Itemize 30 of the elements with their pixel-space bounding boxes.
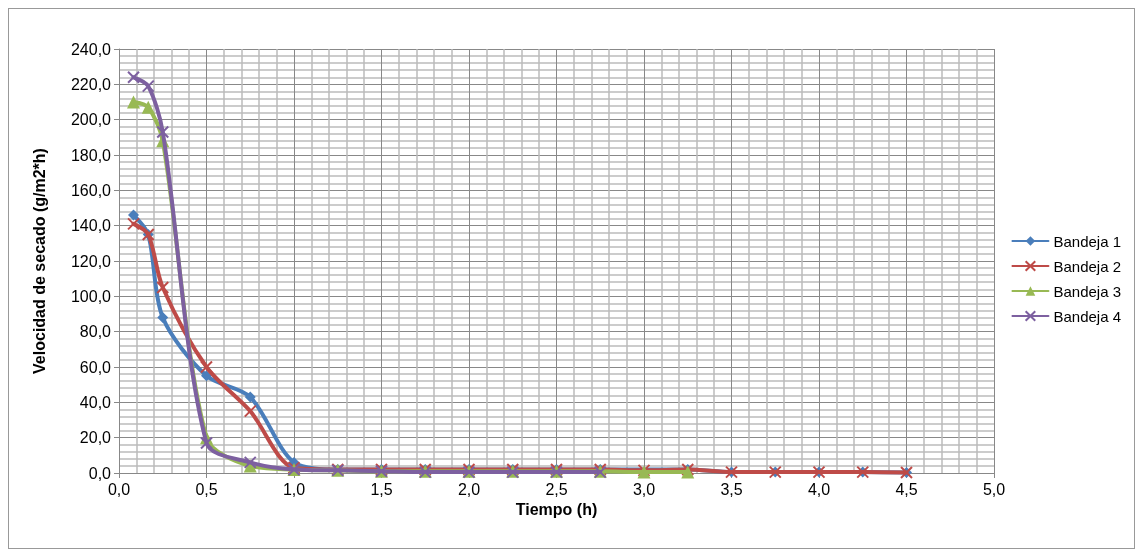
x-tick-label: 4,5 bbox=[895, 480, 918, 498]
y-tick-label: 220,0 bbox=[70, 75, 112, 93]
y-axis-title: Velocidad de secado (g/m2*h) bbox=[30, 148, 48, 374]
y-tick-label: 100,0 bbox=[70, 287, 112, 305]
y-tick-label: 40,0 bbox=[79, 393, 112, 411]
legend-label: Bandeja 2 bbox=[1053, 257, 1121, 275]
x-tick-label: 2,5 bbox=[545, 480, 568, 498]
x-axis-title: Tiempo (h) bbox=[515, 501, 598, 519]
y-tick-label: 200,0 bbox=[70, 111, 112, 129]
x-tick-label: 1,0 bbox=[282, 480, 306, 498]
y-tick-label: 240,0 bbox=[70, 40, 112, 58]
legend-label: Bandeja 4 bbox=[1053, 307, 1121, 325]
y-tick-label: 20,0 bbox=[79, 429, 112, 447]
x-tick-label: 0,5 bbox=[195, 480, 218, 498]
legend-label: Bandeja 1 bbox=[1053, 232, 1121, 250]
x-tick-label: 2,0 bbox=[457, 480, 481, 498]
legend-label: Bandeja 3 bbox=[1053, 282, 1121, 300]
y-tick-label: 60,0 bbox=[79, 358, 112, 376]
y-tick-label: 80,0 bbox=[79, 323, 112, 341]
y-tick-label: 0,0 bbox=[88, 464, 112, 482]
x-tick-label: 5,0 bbox=[982, 480, 1006, 498]
y-tick-label: 140,0 bbox=[70, 217, 112, 235]
x-tick-label: 0,0 bbox=[107, 480, 131, 498]
y-tick-label: 180,0 bbox=[70, 146, 112, 164]
x-tick-label: 1,5 bbox=[370, 480, 393, 498]
x-tick-label: 4,0 bbox=[807, 480, 831, 498]
x-tick-label: 3,5 bbox=[720, 480, 743, 498]
y-tick-label: 120,0 bbox=[70, 252, 112, 270]
x-tick-label: 3,0 bbox=[632, 480, 656, 498]
y-tick-label: 160,0 bbox=[70, 181, 112, 199]
